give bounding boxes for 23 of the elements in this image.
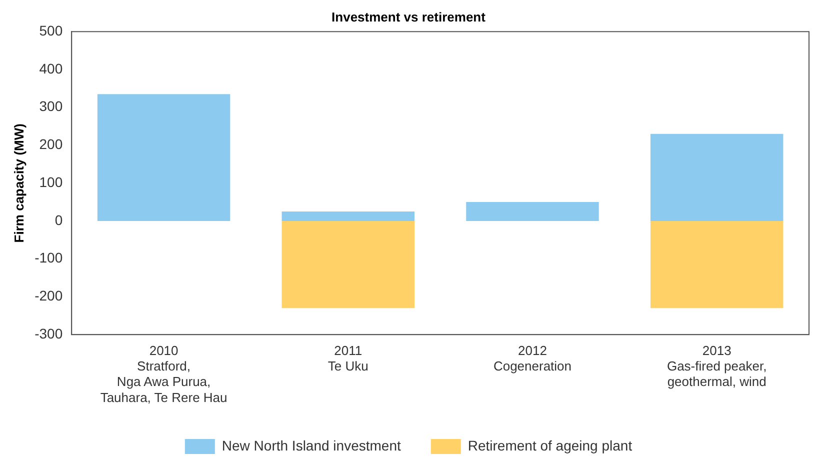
y-tick-label: 100	[39, 174, 63, 190]
y-tick-label: -200	[34, 288, 63, 304]
y-tick-label: 400	[39, 60, 63, 76]
x-tick-label: 2013 Gas-fired peaker, geothermal, wind	[666, 342, 767, 390]
y-tick-label: 300	[39, 98, 63, 114]
x-tick-label: 2012 Cogeneration	[493, 342, 572, 374]
bar	[282, 220, 414, 308]
y-tick-label: 0	[54, 212, 63, 228]
legend-label: New North Island investment	[222, 437, 401, 454]
y-tick-label: -300	[34, 325, 63, 342]
y-tick-label: 500	[39, 22, 63, 38]
legend-label: Retirement of ageing plant	[468, 437, 632, 454]
bar	[466, 202, 599, 221]
bar	[650, 134, 784, 221]
bar	[650, 220, 784, 308]
y-axis-title: Firm capacity (MW)	[11, 124, 26, 243]
y-tick-label: 200	[39, 136, 63, 152]
y-tick-label: -100	[34, 250, 63, 266]
chart-title: Investment vs retirement	[332, 9, 486, 24]
x-tick-label: 2011 Te Uku	[328, 342, 368, 374]
x-tick-label: 2010 Stratford, Nga Awa Purua, Tauhara, Te Rere Hau	[100, 342, 228, 405]
bar	[97, 94, 230, 221]
bar	[282, 212, 414, 221]
